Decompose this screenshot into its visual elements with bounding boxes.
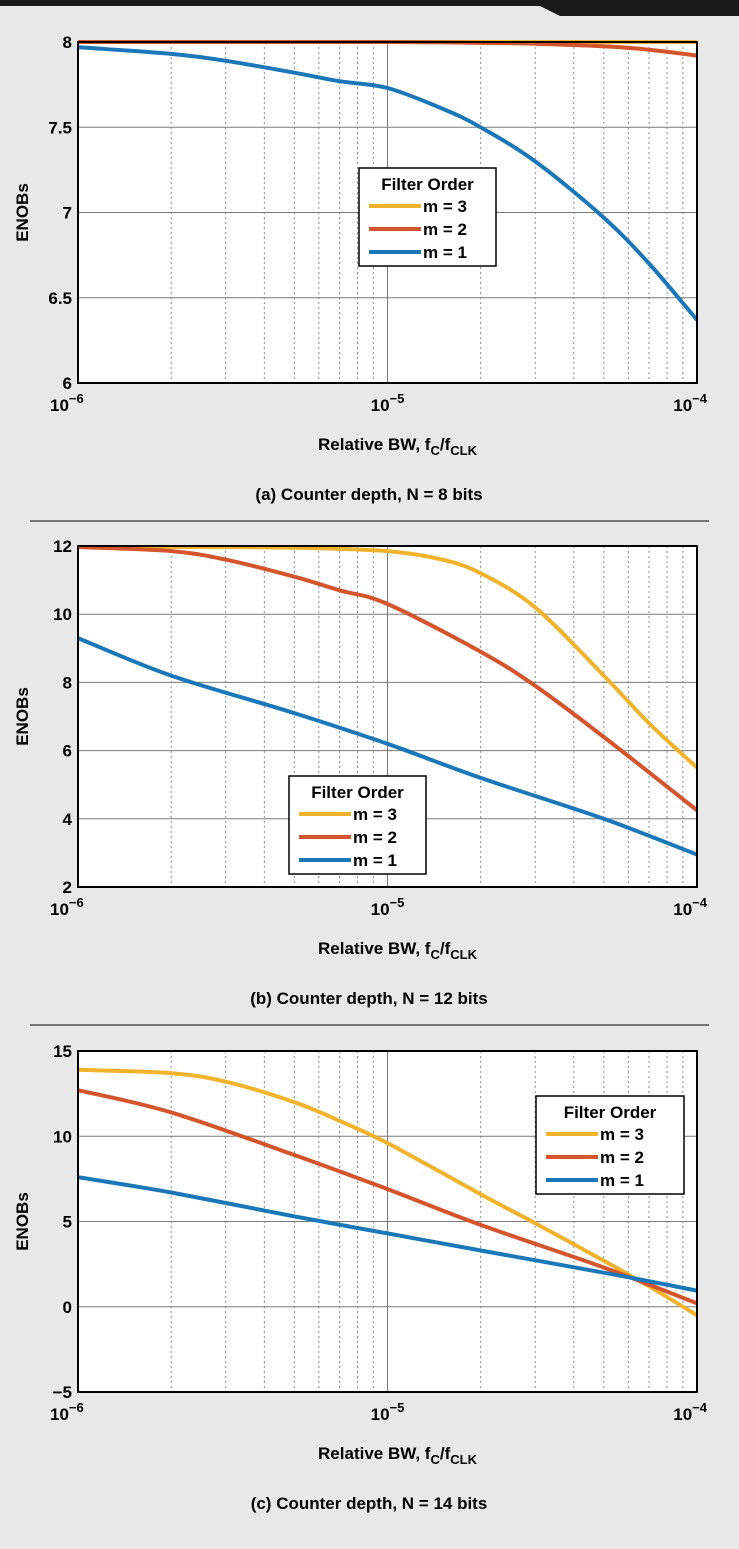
y-tick-label: 6.5: [48, 289, 72, 308]
x-tick-label: 10−4: [673, 391, 708, 415]
x-tick-label: 10−4: [673, 895, 708, 919]
legend-title: Filter Order: [381, 175, 474, 194]
y-tick-label: 7: [63, 204, 72, 223]
x-tick-label: 10−5: [371, 895, 405, 919]
y-tick-label: 12: [53, 537, 72, 556]
y-axis-label: ENOBs: [13, 687, 32, 746]
figure-caption: (c) Counter depth, N = 14 bits: [251, 1494, 488, 1513]
legend-entry: m = 1: [353, 851, 397, 870]
figure-caption: (b) Counter depth, N = 12 bits: [250, 989, 488, 1008]
y-tick-label: 8: [63, 673, 72, 692]
legend: Filter Order m = 3 m = 2 m = 1: [289, 776, 426, 874]
legend-entry: m = 1: [423, 243, 467, 262]
y-axis-label: ENOBs: [13, 183, 32, 242]
legend-entry: m = 1: [600, 1171, 644, 1190]
legend-entry: m = 3: [423, 197, 467, 216]
legend-entry: m = 2: [423, 220, 467, 239]
legend-entry: m = 2: [600, 1148, 644, 1167]
legend-title: Filter Order: [311, 783, 404, 802]
y-tick-label: 7.5: [48, 118, 72, 137]
y-tick-label: 10: [53, 1127, 72, 1146]
x-tick-label: 10−6: [50, 895, 84, 919]
y-axis-label: ENOBs: [13, 1192, 32, 1251]
x-tick-label: 10−6: [50, 1400, 84, 1424]
y-tick-label: 8: [63, 33, 72, 52]
figure-caption: (a) Counter depth, N = 8 bits: [255, 485, 482, 504]
legend-entry: m = 3: [353, 805, 397, 824]
y-tick-label: 4: [63, 810, 73, 829]
legend-entry: m = 2: [353, 828, 397, 847]
y-tick-label: 6: [63, 742, 72, 761]
x-tick-label: 10−4: [673, 1400, 708, 1424]
y-tick-label: 5: [63, 1213, 72, 1232]
x-axis-label: Relative BW, fC/fCLK: [318, 1444, 478, 1467]
y-tick-label: 10: [53, 605, 72, 624]
y-tick-label: 15: [53, 1042, 72, 1061]
legend: Filter Order m = 3 m = 2 m = 1: [359, 168, 496, 266]
x-tick-label: 10−6: [50, 391, 84, 415]
legend: Filter Order m = 3 m = 2 m = 1: [536, 1096, 684, 1194]
x-tick-label: 10−5: [371, 1400, 405, 1424]
x-axis-label: Relative BW, fC/fCLK: [318, 939, 478, 962]
legend-title: Filter Order: [564, 1103, 657, 1122]
x-tick-label: 10−5: [371, 391, 405, 415]
y-tick-label: 0: [63, 1298, 72, 1317]
legend-entry: m = 3: [600, 1125, 644, 1144]
x-axis-label: Relative BW, fC/fCLK: [318, 435, 478, 458]
